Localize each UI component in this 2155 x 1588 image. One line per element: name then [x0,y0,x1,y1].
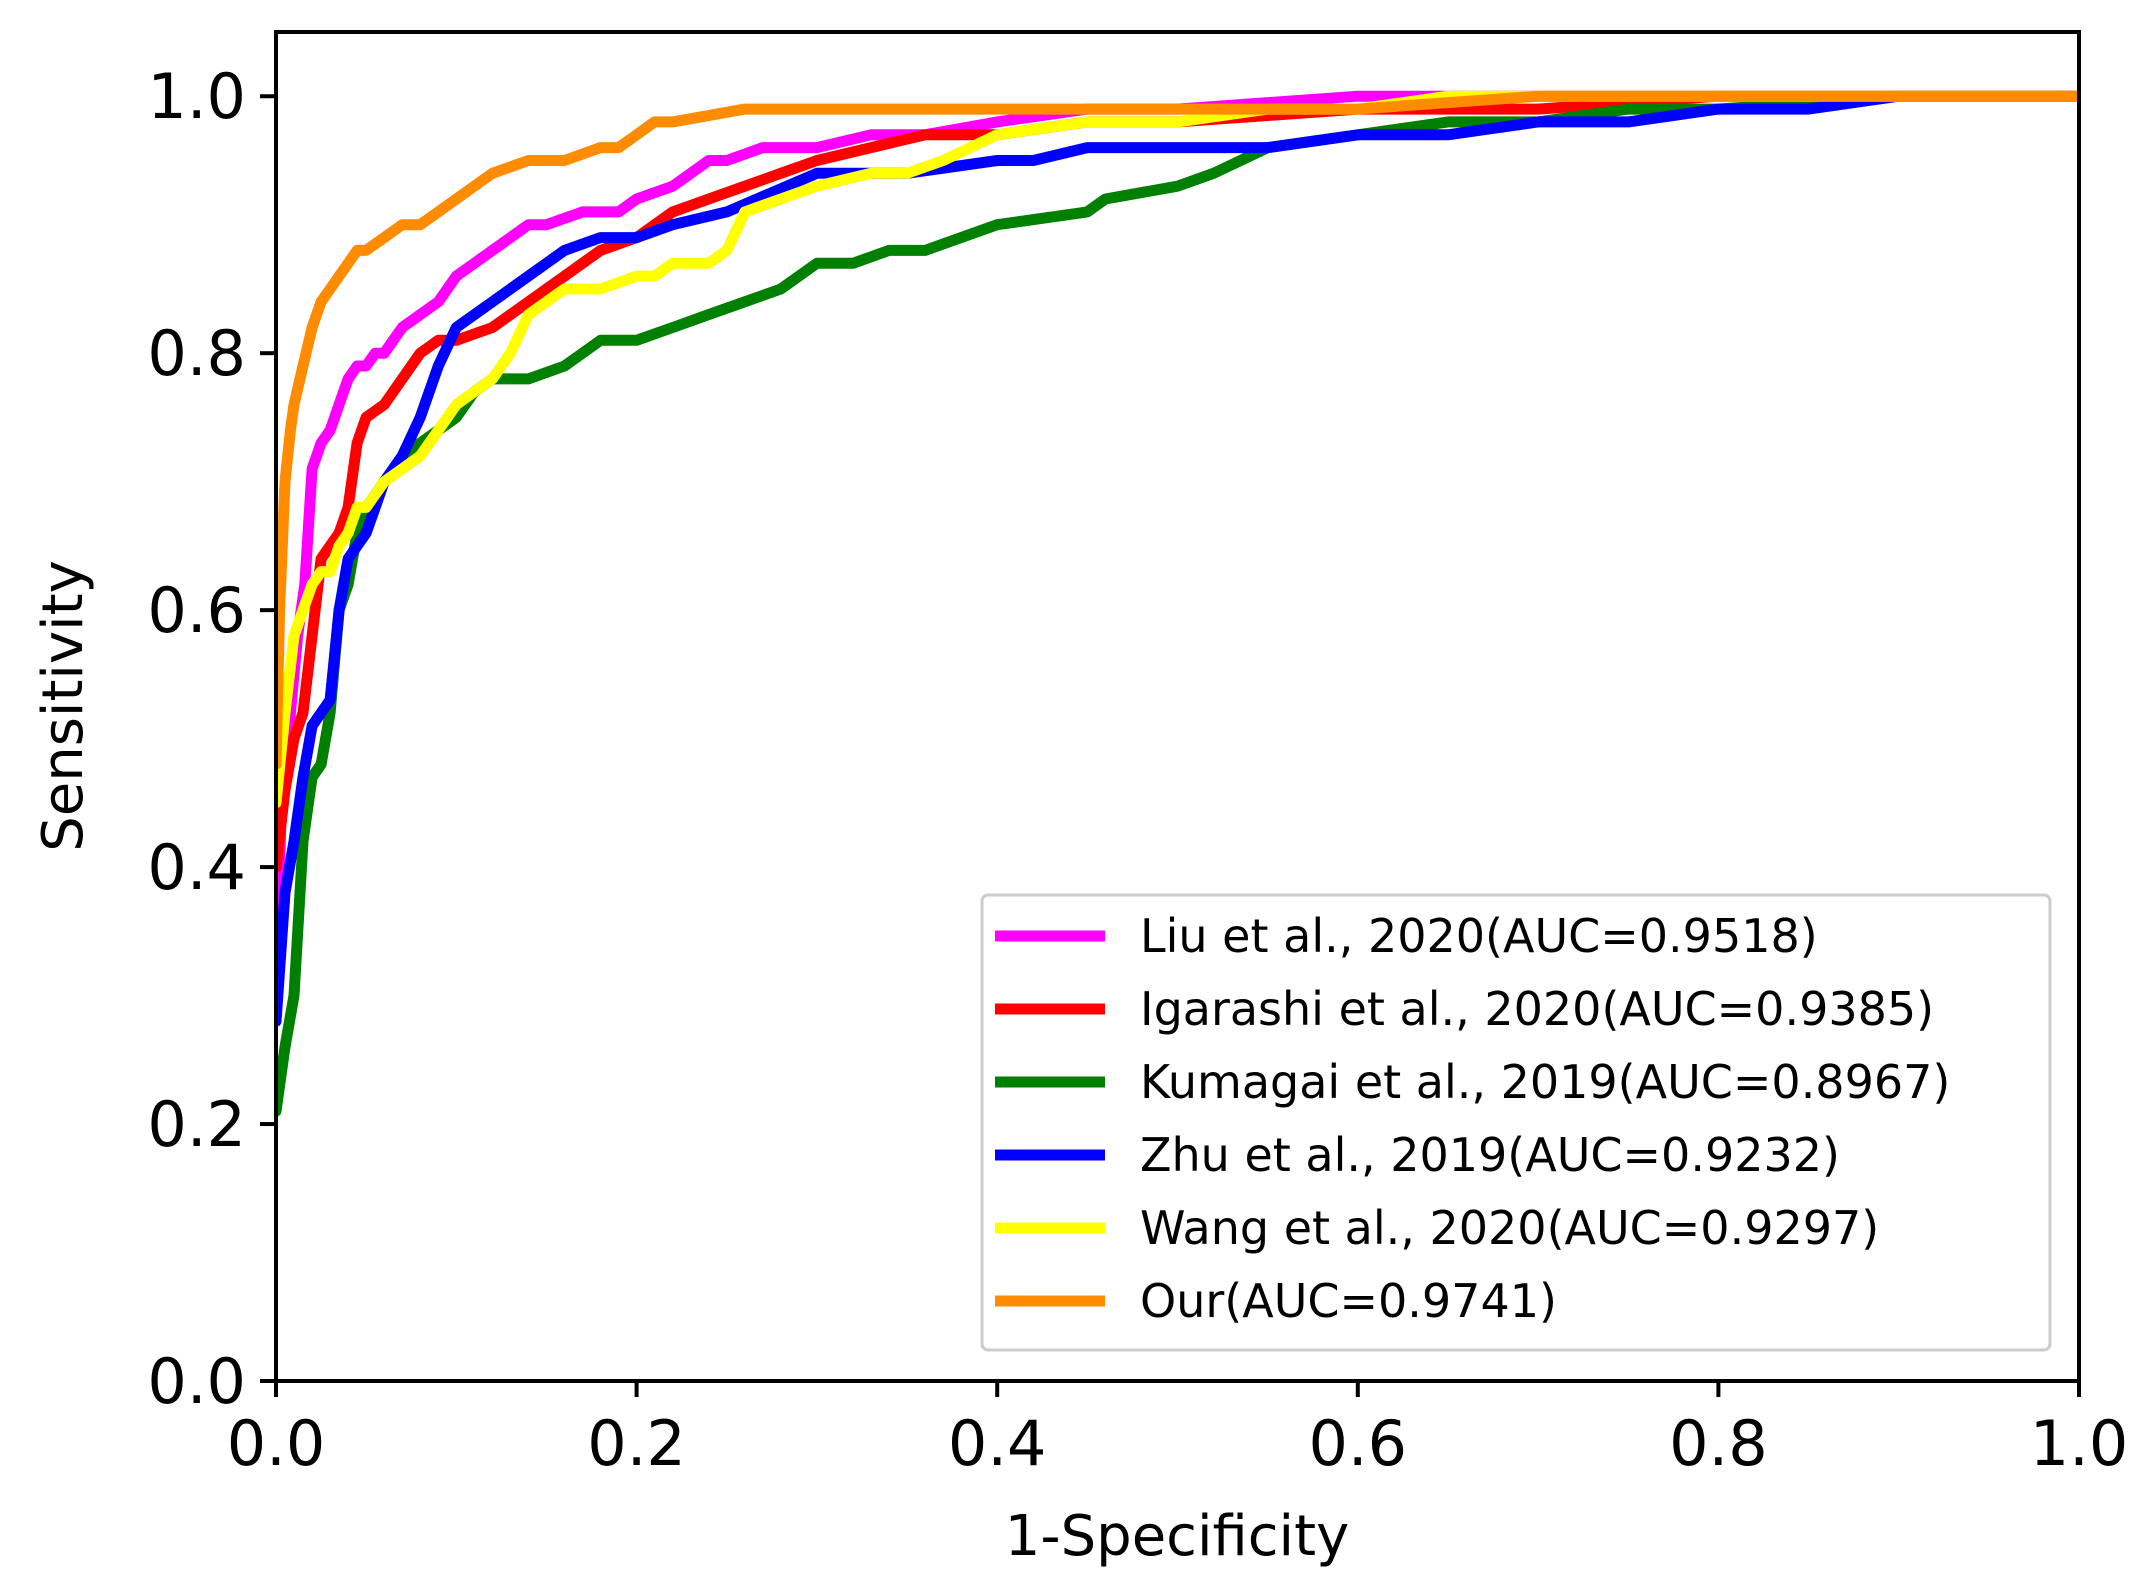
series-line-1 [276,90,2079,873]
legend-label-4: Wang et al., 2020(AUC=0.9297) [1140,1201,1879,1255]
series-line-5 [276,90,2079,770]
x-tick-label: 0.4 [948,1407,1047,1480]
legend-label-0: Liu et al., 2020(AUC=0.9518) [1140,909,1818,963]
x-tick-label: 1.0 [2030,1407,2129,1480]
y-tick-label: 0.0 [147,1345,246,1418]
legend-label-5: Our(AUC=0.9741) [1140,1274,1557,1328]
y-tick-label: 1.0 [147,60,246,133]
y-tick-label: 0.8 [147,317,246,390]
x-tick-label: 0.8 [1669,1407,1768,1480]
legend-label-2: Kumagai et al., 2019(AUC=0.8967) [1140,1055,1950,1109]
series-line-0 [276,90,2079,1002]
legend: Liu et al., 2020(AUC=0.9518) Igarashi et … [980,893,2052,1352]
series-line-3 [276,90,2079,1027]
y-tick-label: 0.6 [147,574,246,647]
plot-frame [274,30,2081,1383]
x-tick-label: 0.6 [1308,1407,1407,1480]
legend-label-1: Igarashi et al., 2020(AUC=0.9385) [1140,982,1934,1036]
y-tick-label: 0.4 [147,831,246,904]
legend-label-3: Zhu et al., 2019(AUC=0.9232) [1140,1128,1840,1182]
x-axis-label: 1-Specificity [1005,1504,1349,1569]
y-axis-label: Sensitivity [31,560,96,852]
x-tick-label: 0.0 [227,1407,326,1480]
y-tick-label: 0.2 [147,1088,246,1161]
series-line-4 [276,90,2079,809]
x-tick-label: 0.2 [587,1407,686,1480]
legend-box [980,893,2052,1352]
